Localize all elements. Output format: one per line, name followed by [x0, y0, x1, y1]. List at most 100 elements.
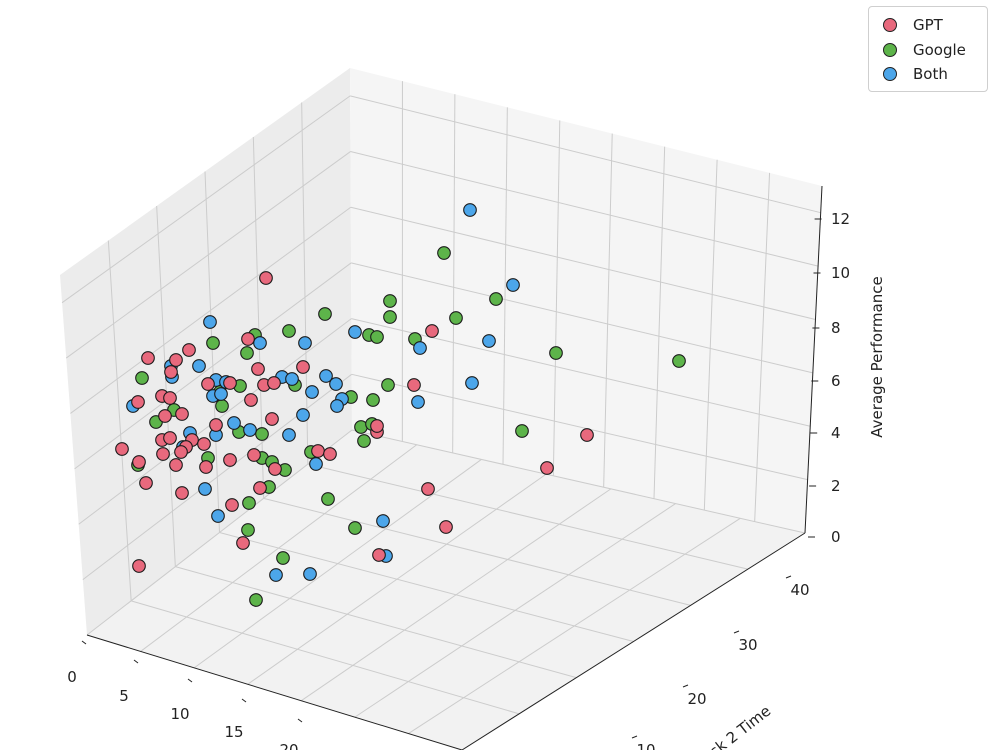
axis-panes — [60, 68, 822, 750]
grid-line — [552, 120, 561, 476]
point-both — [329, 377, 343, 391]
point-google — [383, 310, 397, 324]
point-google — [318, 307, 332, 321]
grid-line — [74, 262, 352, 470]
point-gpt — [225, 498, 239, 512]
grid-line — [350, 262, 813, 374]
point-gpt — [253, 481, 267, 495]
point-both — [465, 376, 479, 390]
point-gpt — [244, 393, 258, 407]
grid-line — [156, 205, 176, 567]
point-both — [463, 203, 477, 217]
scatter-points — [115, 203, 686, 607]
grid-line — [107, 240, 132, 601]
legend-label-google: Google — [913, 40, 966, 59]
y-axis-line — [461, 532, 806, 750]
point-google — [215, 399, 229, 413]
point-google — [241, 523, 255, 537]
x-tick-mark — [81, 640, 87, 645]
z-tick-label: 0 — [831, 528, 841, 546]
floor-pane — [87, 430, 805, 750]
point-both — [296, 408, 310, 422]
point-gpt — [323, 447, 337, 461]
point-google — [276, 551, 290, 565]
x-tick-label: 10 — [170, 705, 189, 723]
point-both — [376, 514, 390, 528]
axis-lines — [81, 185, 823, 750]
legend-marker-both — [883, 67, 897, 82]
point-gpt — [580, 428, 594, 442]
grid-line — [502, 107, 508, 465]
grid-line — [65, 151, 351, 359]
point-gpt — [370, 419, 384, 433]
grid-line — [307, 463, 748, 570]
z-axis-label: Average Performance — [868, 276, 886, 437]
point-both — [203, 315, 217, 329]
point-google — [381, 378, 395, 392]
point-google — [135, 371, 149, 385]
point-both — [253, 336, 267, 350]
point-google — [348, 521, 362, 535]
point-gpt — [141, 351, 155, 365]
point-gpt — [175, 407, 189, 421]
point-google — [206, 336, 220, 350]
point-google — [549, 346, 563, 360]
point-gpt — [139, 476, 153, 490]
grid-line — [204, 171, 220, 533]
grid-line — [703, 159, 718, 511]
point-google — [489, 292, 503, 306]
point-gpt — [163, 431, 177, 445]
point-google — [437, 246, 451, 260]
point-both — [413, 341, 427, 355]
point-gpt — [296, 360, 310, 374]
y-axis-label: Task 2 Time — [693, 702, 774, 750]
grid-lines — [61, 81, 821, 734]
z-axis-line — [804, 185, 823, 534]
grid-line — [452, 94, 456, 453]
point-both — [506, 278, 520, 292]
point-google — [366, 393, 380, 407]
x-tick-mark — [133, 659, 139, 664]
legend-item-both: Both — [877, 62, 979, 87]
point-google — [249, 593, 263, 607]
point-google — [672, 354, 686, 368]
y-tick-label: 20 — [687, 690, 706, 708]
point-gpt — [311, 444, 325, 458]
point-google — [449, 311, 463, 325]
grid-line — [70, 206, 352, 414]
x-tick-mark — [187, 678, 193, 683]
point-both — [243, 423, 257, 437]
point-gpt — [156, 447, 170, 461]
point-google — [515, 424, 529, 438]
grid-line — [131, 600, 520, 715]
grid-line — [351, 318, 811, 427]
back-wall-pane — [350, 68, 822, 533]
grid-line — [350, 206, 816, 320]
point-gpt — [251, 362, 265, 376]
point-gpt — [209, 418, 223, 432]
point-google — [321, 492, 335, 506]
point-google — [255, 427, 269, 441]
point-gpt — [223, 376, 237, 390]
point-gpt — [407, 378, 421, 392]
legend-item-google: Google — [877, 38, 979, 63]
point-both — [214, 387, 228, 401]
x-tick-label: 5 — [119, 687, 129, 705]
point-gpt — [131, 395, 145, 409]
x-tick-label: 0 — [67, 668, 77, 686]
point-gpt — [164, 365, 178, 379]
y-tick-mark — [785, 575, 792, 579]
z-tick-label: 8 — [831, 319, 841, 337]
y-tick-mark — [733, 630, 740, 634]
x-tick-mark — [241, 698, 247, 703]
point-gpt — [268, 462, 282, 476]
point-google — [240, 346, 254, 360]
point-gpt — [259, 271, 273, 285]
point-gpt — [174, 445, 188, 459]
point-both — [298, 336, 312, 350]
point-google — [357, 434, 371, 448]
point-gpt — [169, 458, 183, 472]
legend-marker-gpt — [883, 18, 897, 33]
point-both — [309, 457, 323, 471]
